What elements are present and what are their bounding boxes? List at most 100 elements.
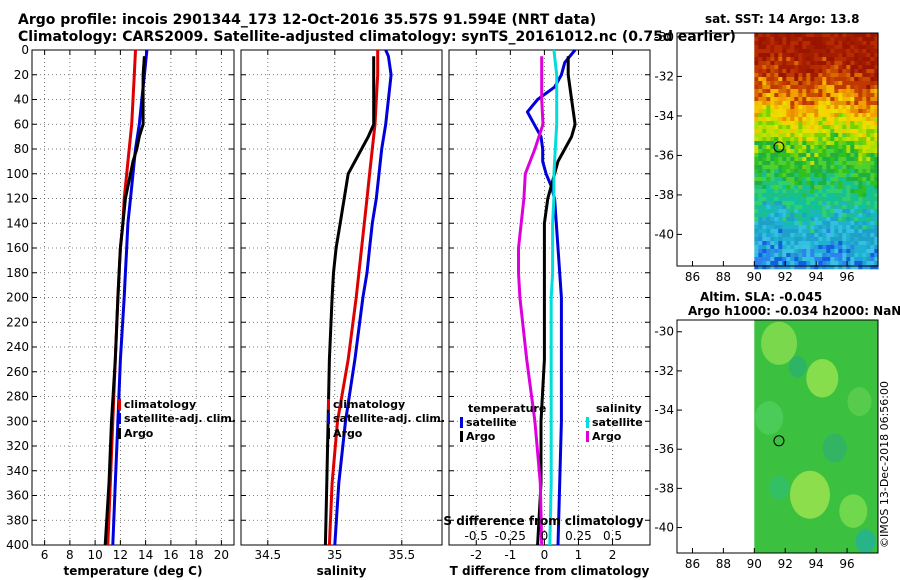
sst-pixel: [866, 105, 871, 110]
sst-pixel: [766, 93, 771, 98]
sst-pixel: [830, 149, 835, 154]
sst-pixel: [822, 193, 827, 198]
sst-pixel: [822, 105, 827, 110]
sst-pixel: [826, 241, 831, 246]
sst-pixel: [854, 145, 859, 150]
sst-pixel: [814, 149, 819, 154]
sst-pixel: [826, 197, 831, 202]
sst-pixel: [850, 185, 855, 190]
sst-pixel: [818, 229, 823, 234]
sst-pixel: [854, 173, 859, 178]
sst-pixel: [754, 241, 759, 246]
sst-pixel: [778, 73, 783, 78]
sst-pixel: [782, 109, 787, 114]
sst-pixel: [826, 149, 831, 154]
sst-pixel: [858, 105, 863, 110]
sst-pixel: [762, 73, 767, 78]
sst-pixel: [794, 225, 799, 230]
sst-pixel: [842, 33, 847, 38]
sst-pixel: [790, 189, 795, 194]
sst-pixel: [850, 41, 855, 46]
sst-pixel: [862, 241, 867, 246]
sst-pixel: [830, 97, 835, 102]
sst-pixel: [754, 65, 759, 70]
sst_map-xtick-label: 92: [778, 270, 793, 284]
temperature-xtick-label: 10: [87, 548, 102, 562]
sst-pixel: [786, 233, 791, 238]
depth-tick-label: 360: [6, 489, 29, 503]
sst-pixel: [754, 197, 759, 202]
sst-pixel: [822, 177, 827, 182]
sst-pixel: [842, 257, 847, 262]
sst-pixel: [858, 225, 863, 230]
difference-xtick-label: -1: [504, 548, 516, 562]
sst-pixel: [854, 149, 859, 154]
sst-pixel: [830, 173, 835, 178]
sst-pixel: [758, 33, 763, 38]
sst-pixel: [806, 37, 811, 42]
sst-pixel: [866, 97, 871, 102]
sst-pixel: [850, 149, 855, 154]
sla-feature: [761, 321, 798, 365]
sst-pixel: [806, 221, 811, 226]
sst-pixel: [862, 221, 867, 226]
sst-pixel: [874, 53, 879, 58]
sst-pixel: [786, 209, 791, 214]
sst-pixel: [834, 233, 839, 238]
sst-pixel: [866, 169, 871, 174]
sst-pixel: [818, 129, 823, 134]
sst-pixel: [822, 145, 827, 150]
sla_map-ytick-label: -36: [654, 442, 674, 456]
sst-pixel: [874, 185, 879, 190]
sst-pixel: [766, 233, 771, 238]
sst-pixel: [858, 141, 863, 146]
sst-pixel: [786, 81, 791, 86]
sst-pixel: [790, 105, 795, 110]
sst-pixel: [854, 81, 859, 86]
sst-pixel: [798, 113, 803, 118]
sst-pixel: [810, 197, 815, 202]
depth-tick-label: 140: [6, 216, 29, 230]
sst-pixel: [866, 49, 871, 54]
sst-pixel: [762, 181, 767, 186]
sst-pixel: [838, 65, 843, 70]
sst-pixel: [754, 109, 759, 114]
sst-pixel: [802, 177, 807, 182]
sst-pixel: [774, 37, 779, 42]
sst-pixel: [754, 45, 759, 50]
sst-pixel: [850, 117, 855, 122]
salinity-series-satellite-adj-clim-: [333, 49, 393, 546]
sst-pixel: [870, 245, 875, 250]
sst-pixel: [794, 49, 799, 54]
sst-pixel: [810, 265, 815, 270]
sst-pixel: [846, 245, 851, 250]
sst-pixel: [862, 109, 867, 114]
sst-pixel: [818, 113, 823, 118]
sst-pixel: [766, 253, 771, 258]
sst-pixel: [838, 81, 843, 86]
sst-pixel: [822, 209, 827, 214]
sst_map-xtick-label: 96: [839, 270, 854, 284]
sst-pixel: [846, 157, 851, 162]
sst-pixel: [790, 41, 795, 46]
sst-pixel: [838, 61, 843, 66]
sst-pixel: [854, 157, 859, 162]
sst-pixel: [798, 105, 803, 110]
sst-pixel: [794, 33, 799, 38]
sst-pixel: [854, 125, 859, 130]
sst-pixel: [842, 45, 847, 50]
sst-pixel: [822, 225, 827, 230]
sst-pixel: [874, 93, 879, 98]
sst-pixel: [790, 213, 795, 218]
sst-pixel: [790, 249, 795, 254]
sst-pixel: [850, 253, 855, 258]
sst-pixel: [774, 225, 779, 230]
salinity-legend-label: Argo: [333, 427, 363, 440]
sst-pixel: [774, 45, 779, 50]
sst-pixel: [822, 165, 827, 170]
sst-pixel: [814, 241, 819, 246]
sst-pixel: [846, 101, 851, 106]
sst-pixel: [782, 237, 787, 242]
sst-pixel: [862, 81, 867, 86]
